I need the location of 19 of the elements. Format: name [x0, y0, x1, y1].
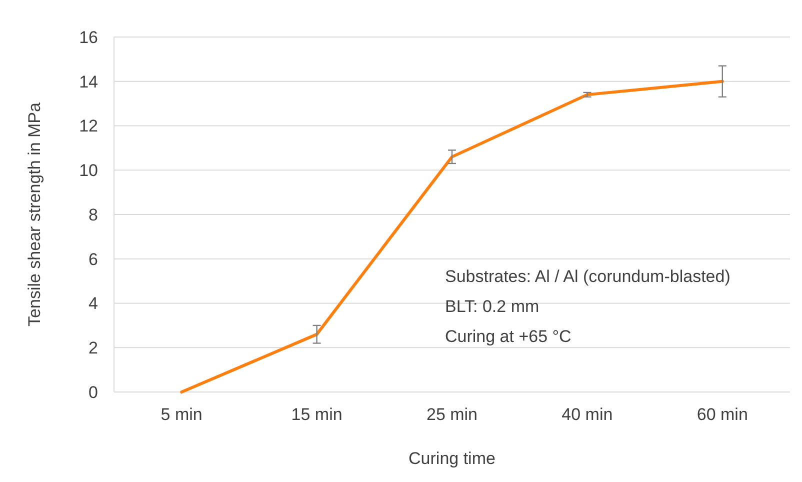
y-tick-label: 10: [79, 161, 98, 180]
x-tick-label: 15 min: [291, 405, 342, 424]
y-tick-label: 2: [88, 338, 98, 358]
x-axis-title: Curing time: [408, 449, 496, 468]
annotation: Substrates: Al / Al (corundum-blasted): [445, 267, 730, 286]
x-tick-label: 5 min: [160, 405, 202, 424]
x-tick-label: 40 min: [562, 405, 613, 424]
x-tick-label: 60 min: [696, 405, 748, 424]
y-tick-label: 6: [88, 250, 98, 269]
y-tick-label: 4: [88, 294, 98, 314]
y-tick-label: 0: [88, 382, 98, 402]
y-tick-label: 12: [79, 116, 98, 136]
x-tick-label: 25 min: [426, 405, 478, 424]
y-tick-label: 8: [88, 205, 98, 224]
y-tick-label: 16: [79, 28, 98, 47]
y-axis-title: Tensile shear strength in MPa: [25, 102, 44, 326]
annotation: BLT: 0.2 mm: [445, 297, 540, 316]
y-tick-label: 14: [79, 72, 98, 92]
annotation: Curing at +65 °C: [445, 327, 572, 346]
